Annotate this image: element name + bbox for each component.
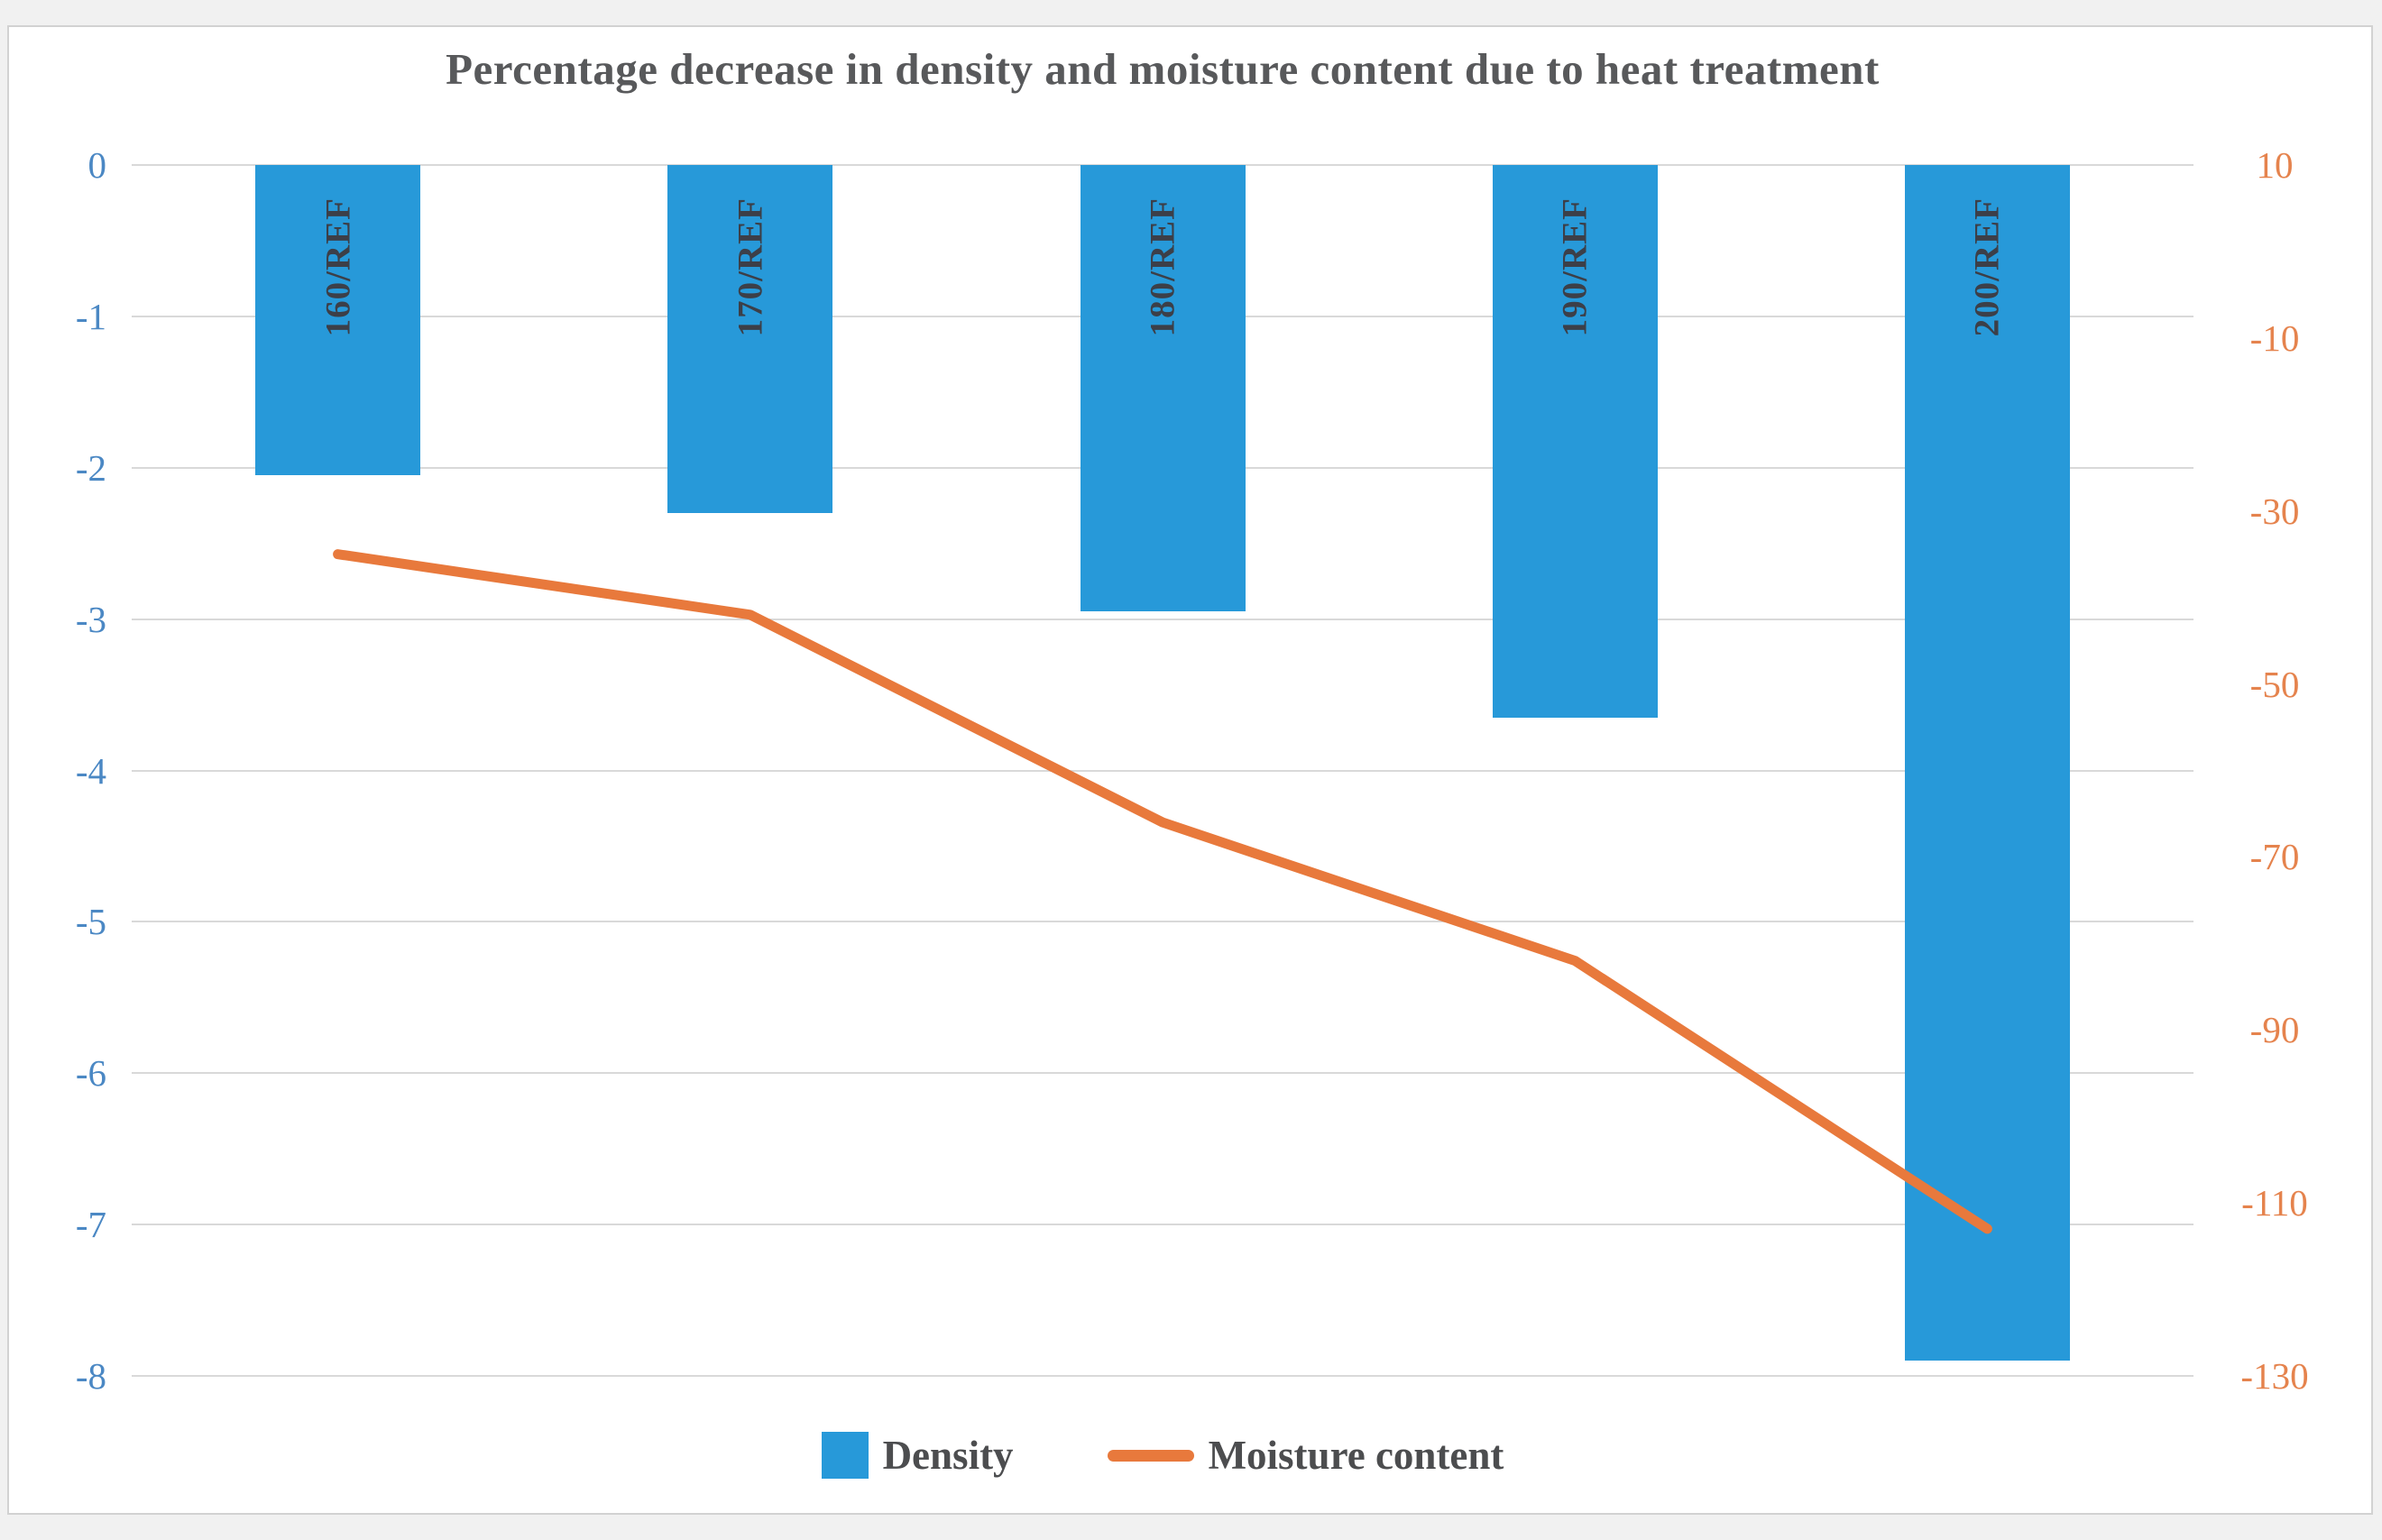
left-axis-tick-label: -3 xyxy=(75,598,106,640)
right-axis-tick-label: -90 xyxy=(2249,1009,2300,1051)
legend-label-moisture: Moisture content xyxy=(1208,1433,1504,1478)
legend-item-density: Density xyxy=(821,1432,1014,1479)
left-axis-tick-label: -6 xyxy=(75,1052,106,1095)
left-axis-tick-label: -5 xyxy=(75,901,106,943)
density-bar: 160/REF xyxy=(255,165,421,476)
density-bar: 200/REF xyxy=(1904,165,2070,1361)
legend-label-density: Density xyxy=(882,1433,1014,1478)
left-axis-tick-label: -4 xyxy=(75,749,106,792)
right-axis-tick-label: -50 xyxy=(2249,663,2300,705)
gridline xyxy=(132,1224,2193,1226)
gridline xyxy=(132,618,2193,620)
category-label: 190/REF xyxy=(1555,197,1595,337)
right-axis-tick-label: -70 xyxy=(2249,836,2300,878)
category-label: 160/REF xyxy=(318,197,358,337)
gridline xyxy=(132,1375,2193,1377)
left-axis-tick-label: -8 xyxy=(75,1355,106,1397)
right-axis-tick-label: -130 xyxy=(2240,1355,2309,1397)
category-label: 200/REF xyxy=(1967,197,2007,337)
moisture-swatch-icon xyxy=(1107,1449,1194,1462)
category-label: 170/REF xyxy=(731,197,770,337)
category-label: 180/REF xyxy=(1143,197,1182,337)
right-axis-tick-label: -110 xyxy=(2241,1182,2308,1224)
left-axis-tick-label: 0 xyxy=(87,144,107,186)
legend-item-moisture: Moisture content xyxy=(1107,1432,1504,1479)
chart-title: Percentage decrease in density and moist… xyxy=(446,44,1880,94)
right-axis-tick-label: -10 xyxy=(2249,316,2300,359)
left-axis-tick-label: -2 xyxy=(75,446,106,489)
right-axis-tick-label: -30 xyxy=(2249,490,2300,532)
left-axis-tick-label: -7 xyxy=(75,1204,106,1246)
density-bar: 190/REF xyxy=(1492,165,1658,718)
gridline xyxy=(132,769,2193,772)
gridline xyxy=(132,1072,2193,1075)
density-bar: 180/REF xyxy=(1080,165,1246,612)
density-swatch-icon xyxy=(821,1432,869,1479)
left-axis-tick-label: -1 xyxy=(75,295,106,337)
right-axis-tick-label: 10 xyxy=(2256,144,2294,186)
gridline xyxy=(132,921,2193,923)
chart-legend: Density Moisture content xyxy=(132,1432,2193,1479)
density-bar: 170/REF xyxy=(667,165,833,514)
